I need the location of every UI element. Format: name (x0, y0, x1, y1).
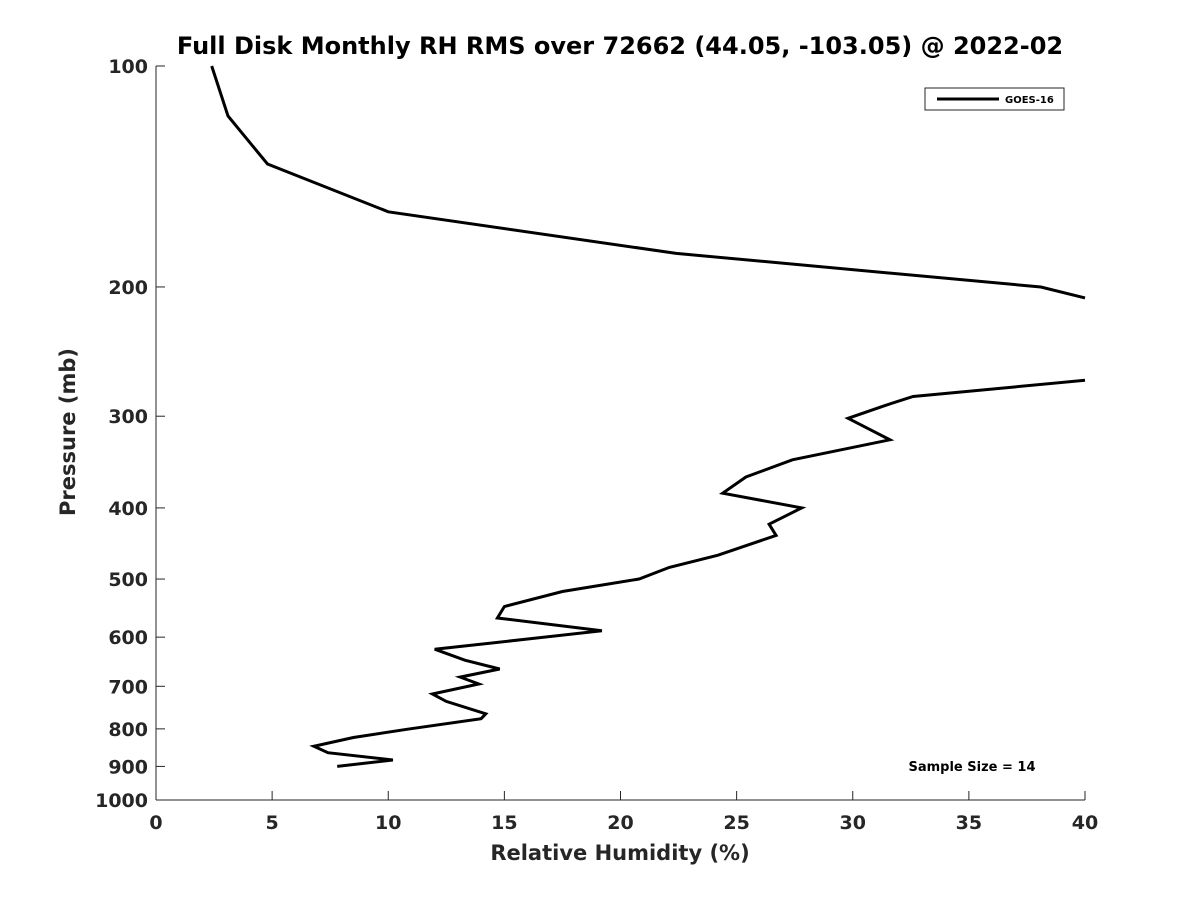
x-tick-label: 35 (956, 812, 982, 834)
series-line-goes-16-segment-2 (309, 378, 1086, 768)
y-tick-label: 400 (108, 498, 148, 520)
x-tick-label: 25 (723, 812, 749, 834)
x-tick-label: 20 (607, 812, 633, 834)
y-tick-label: 1000 (95, 790, 148, 812)
chart-title: Full Disk Monthly RH RMS over 72662 (44.… (177, 32, 1063, 60)
y-tick-label: 700 (108, 676, 148, 698)
y-axis-label: Pressure (mb) (56, 348, 80, 516)
legend-entry-goes-16: GOES-16 (1005, 95, 1054, 106)
sample-size-annotation: Sample Size = 14 (908, 760, 1035, 775)
y-tick-label: 500 (108, 569, 148, 591)
y-tick-label: 100 (108, 56, 148, 78)
axes: 0 5 10 15 20 25 30 35 40 100 200 300 400 500 600 700 800… (95, 56, 1098, 834)
x-tick-label: 15 (491, 812, 517, 834)
y-tick-label: 900 (108, 756, 148, 778)
series-line-goes-16-segment-1 (210, 65, 1086, 300)
legend: GOES-16 (924, 87, 1065, 111)
y-tick-label: 200 (108, 277, 148, 299)
x-tick-label: 5 (266, 812, 279, 834)
series-layer (210, 65, 1086, 768)
y-tick-label: 800 (108, 719, 148, 741)
y-tick-label: 300 (108, 406, 148, 428)
x-axis-label: Relative Humidity (%) (490, 841, 749, 865)
x-tick-label: 10 (375, 812, 401, 834)
x-tick-label: 0 (149, 812, 162, 834)
x-tick-label: 30 (840, 812, 866, 834)
y-tick-label: 600 (108, 627, 148, 649)
x-tick-label: 40 (1072, 812, 1098, 834)
